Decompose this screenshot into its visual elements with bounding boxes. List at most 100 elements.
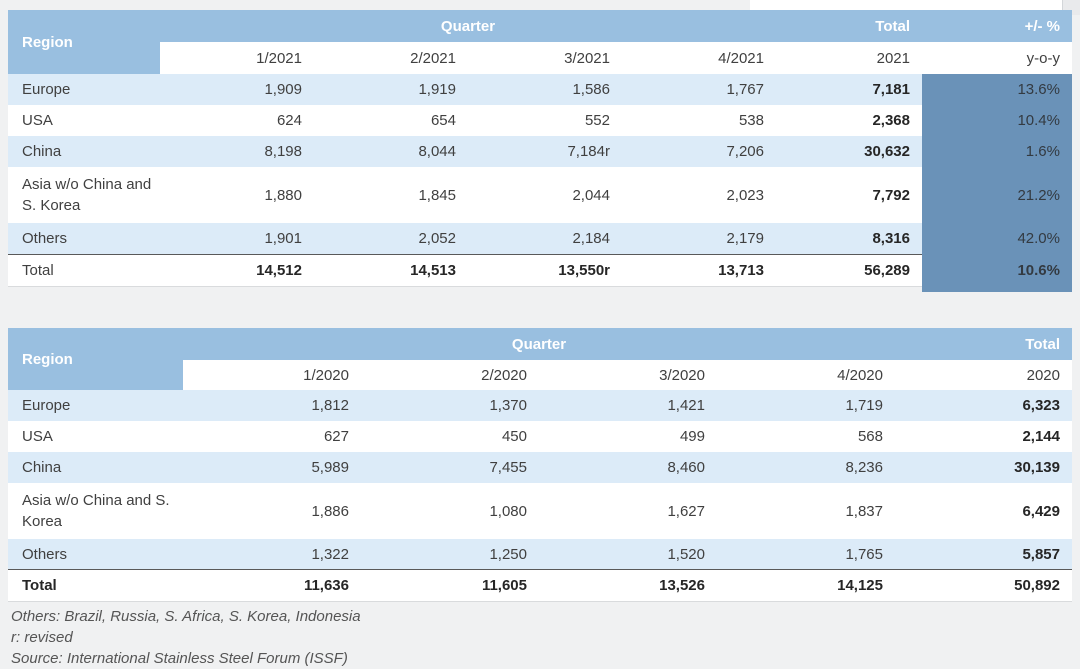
- quarter-value-cell: 2,184: [468, 223, 622, 254]
- header-sub-row: 1/2020 2/2020 3/2020 4/2020 2020: [8, 360, 1072, 390]
- header-sub-row: 1/2021 2/2021 3/2021 4/2021 2021 y-o-y: [8, 42, 1072, 74]
- region-cell: Total: [8, 569, 183, 602]
- region-cell: Total: [8, 254, 160, 287]
- total-header: Total: [776, 10, 922, 42]
- quarter-value-cell: 14,125: [717, 569, 895, 602]
- total-row: Total 14,512 14,513 13,550r 13,713 56,28…: [8, 254, 1072, 287]
- quarter-value-cell: 13,550r: [468, 254, 622, 287]
- footnote-revised: r: revised: [11, 629, 73, 646]
- quarter-value-cell: 1,586: [468, 74, 622, 105]
- total-value-cell: 30,632: [776, 136, 922, 167]
- table-row: Others 1,322 1,250 1,520 1,765 5,857: [8, 539, 1072, 569]
- quarter-value-cell: 13,713: [622, 254, 776, 287]
- total-value-cell: 2,144: [895, 421, 1072, 452]
- quarter-header: Quarter: [183, 328, 895, 360]
- table-row: USA 624 654 552 538 2,368 10.4%: [8, 105, 1072, 136]
- change-value-cell: 13.6%: [922, 74, 1072, 105]
- quarter-value-cell: 1,886: [183, 483, 361, 539]
- quarter-label: 1/2020: [183, 360, 361, 390]
- region-cell: USA: [8, 105, 160, 136]
- quarter-label: 3/2021: [468, 42, 622, 74]
- header-band-row: Region Quarter Total +/- %: [8, 10, 1072, 74]
- quarter-value-cell: 2,044: [468, 167, 622, 223]
- quarter-value-cell: 8,236: [717, 452, 895, 483]
- table-row: Others 1,901 2,052 2,184 2,179 8,316 42.…: [8, 223, 1072, 254]
- quarter-label: 2/2020: [361, 360, 539, 390]
- production-table-2020: Region Quarter Total 1/2020 2/2020 3/202…: [8, 328, 1072, 602]
- quarter-value-cell: 1,520: [539, 539, 717, 569]
- quarter-value-cell: 1,919: [314, 74, 468, 105]
- top-background-strip: [750, 0, 1063, 10]
- quarter-value-cell: 450: [361, 421, 539, 452]
- quarter-label: 2/2021: [314, 42, 468, 74]
- quarter-value-cell: 552: [468, 105, 622, 136]
- quarter-value-cell: 11,605: [361, 569, 539, 602]
- region-cell: Others: [8, 223, 160, 254]
- quarter-value-cell: 14,513: [314, 254, 468, 287]
- footnotes: Others: Brazil, Russia, S. Africa, S. Ko…: [8, 606, 1072, 669]
- quarter-value-cell: 1,767: [622, 74, 776, 105]
- total-value-cell: 5,857: [895, 539, 1072, 569]
- quarter-value-cell: 8,044: [314, 136, 468, 167]
- change-value-cell: 42.0%: [922, 223, 1072, 254]
- quarter-value-cell: 8,460: [539, 452, 717, 483]
- quarter-value-cell: 1,250: [361, 539, 539, 569]
- production-table-2021: Region Quarter Total +/- % 1/2021 2/2021…: [8, 10, 1072, 292]
- quarter-value-cell: 654: [314, 105, 468, 136]
- total-value-cell: 2,368: [776, 105, 922, 136]
- quarter-value-cell: 5,989: [183, 452, 361, 483]
- quarter-value-cell: 1,812: [183, 390, 361, 421]
- quarter-value-cell: 568: [717, 421, 895, 452]
- quarter-value-cell: 2,023: [622, 167, 776, 223]
- quarter-value-cell: 1,421: [539, 390, 717, 421]
- change-column-extension: [922, 286, 1072, 292]
- region-cell: Europe: [8, 74, 160, 105]
- region-cell: Asia w/o China and S. Korea: [8, 167, 160, 223]
- quarter-value-cell: 1,370: [361, 390, 539, 421]
- total-row: Total 11,636 11,605 13,526 14,125 50,892: [8, 569, 1072, 602]
- quarter-value-cell: 2,179: [622, 223, 776, 254]
- quarter-label: 1/2021: [160, 42, 314, 74]
- region-cell: China: [8, 136, 160, 167]
- change-header: +/- %: [922, 10, 1072, 42]
- change-value-cell: 1.6%: [922, 136, 1072, 167]
- table-row: China 8,198 8,044 7,184r 7,206 30,632 1.…: [8, 136, 1072, 167]
- quarter-value-cell: 1,765: [717, 539, 895, 569]
- quarter-value-cell: 1,322: [183, 539, 361, 569]
- total-value-cell: 8,316: [776, 223, 922, 254]
- region-cell: Europe: [8, 390, 183, 421]
- quarter-header: Quarter: [160, 10, 776, 42]
- change-value-cell: 10.4%: [922, 105, 1072, 136]
- total-header: Total: [895, 328, 1072, 360]
- quarter-value-cell: 7,455: [361, 452, 539, 483]
- table-gap: [8, 287, 1072, 328]
- quarter-value-cell: 627: [183, 421, 361, 452]
- region-cell: Others: [8, 539, 183, 569]
- total-value-cell: 6,323: [895, 390, 1072, 421]
- region-cell: Asia w/o China and S. Korea: [8, 483, 183, 539]
- total-value-cell: 56,289: [776, 254, 922, 287]
- quarter-label: 4/2021: [622, 42, 776, 74]
- total-value-cell: 6,429: [895, 483, 1072, 539]
- quarter-value-cell: 1,901: [160, 223, 314, 254]
- quarter-value-cell: 1,909: [160, 74, 314, 105]
- quarter-label: 3/2020: [539, 360, 717, 390]
- quarter-value-cell: 1,080: [361, 483, 539, 539]
- yoy-label: y-o-y: [922, 42, 1072, 74]
- quarter-value-cell: 14,512: [160, 254, 314, 287]
- quarter-value-cell: 13,526: [539, 569, 717, 602]
- footnote-others: Others: Brazil, Russia, S. Africa, S. Ko…: [11, 608, 361, 625]
- total-year-label: 2020: [895, 360, 1072, 390]
- quarter-value-cell: 624: [160, 105, 314, 136]
- total-value-cell: 7,181: [776, 74, 922, 105]
- header-band-row: Region Quarter Total: [8, 328, 1072, 390]
- region-header: Region: [8, 328, 183, 390]
- quarter-value-cell: 1,627: [539, 483, 717, 539]
- quarter-value-cell: 7,184r: [468, 136, 622, 167]
- total-value-cell: 50,892: [895, 569, 1072, 602]
- change-value-cell: 21.2%: [922, 167, 1072, 223]
- quarter-value-cell: 11,636: [183, 569, 361, 602]
- table-row: Europe 1,812 1,370 1,421 1,719 6,323: [8, 390, 1072, 421]
- total-value-cell: 30,139: [895, 452, 1072, 483]
- quarter-value-cell: 1,719: [717, 390, 895, 421]
